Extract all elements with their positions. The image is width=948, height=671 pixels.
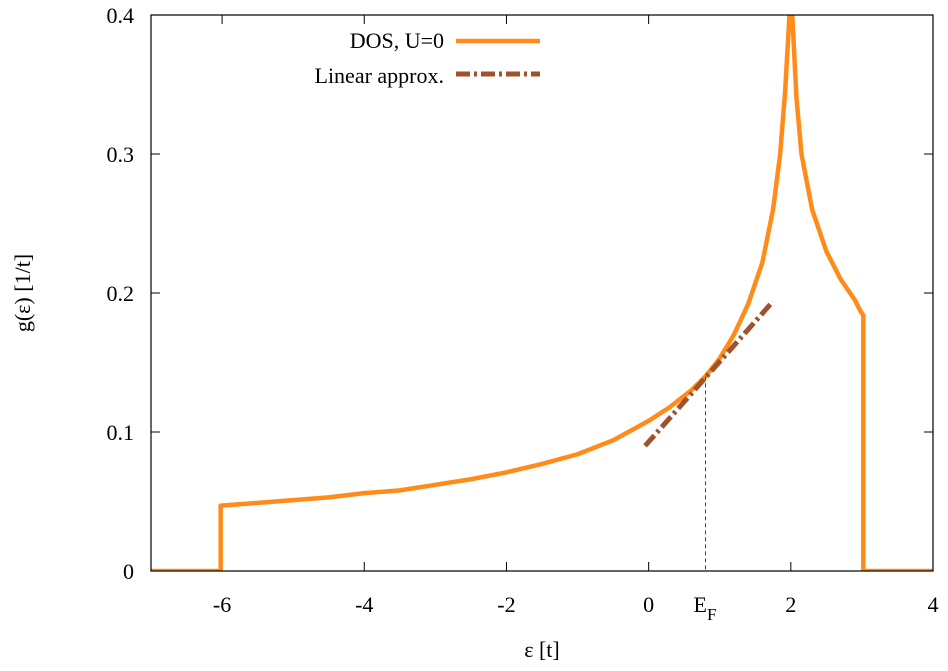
tick-labels-layer: -6 -4 -2 0 2 4 0 0.1 0.2 0.3 0.4 (107, 3, 939, 617)
legend: DOS, U=0 Linear approx. (315, 28, 540, 88)
y-tick-label: 0.3 (107, 142, 135, 167)
x-tick-label: 2 (785, 592, 796, 617)
legend-label-dos: DOS, U=0 (350, 28, 444, 53)
annotation-layer: EF (694, 376, 717, 624)
y-tick-label: 0 (123, 559, 134, 584)
x-tick-label: 0 (643, 592, 654, 617)
plot-frame (150, 14, 934, 572)
x-axis-label: ε [t] (524, 637, 560, 662)
series-layer (151, 15, 933, 571)
series-line-dos (151, 15, 933, 571)
y-tick-label: 0.4 (107, 3, 135, 28)
x-tick-label: -4 (355, 592, 373, 617)
y-tick-label: 0.2 (107, 281, 135, 306)
fermi-energy-label: EF (694, 592, 717, 624)
x-tick-label: 4 (928, 592, 939, 617)
legend-label-linear: Linear approx. (315, 63, 445, 88)
series-line-linear-approx (643, 299, 775, 448)
ticks-layer (151, 14, 934, 572)
y-axis-label: g(ε) [1/t] (10, 254, 35, 332)
x-tick-label: -2 (497, 592, 515, 617)
y-tick-label: 0.1 (107, 420, 135, 445)
x-tick-label: -6 (213, 592, 231, 617)
